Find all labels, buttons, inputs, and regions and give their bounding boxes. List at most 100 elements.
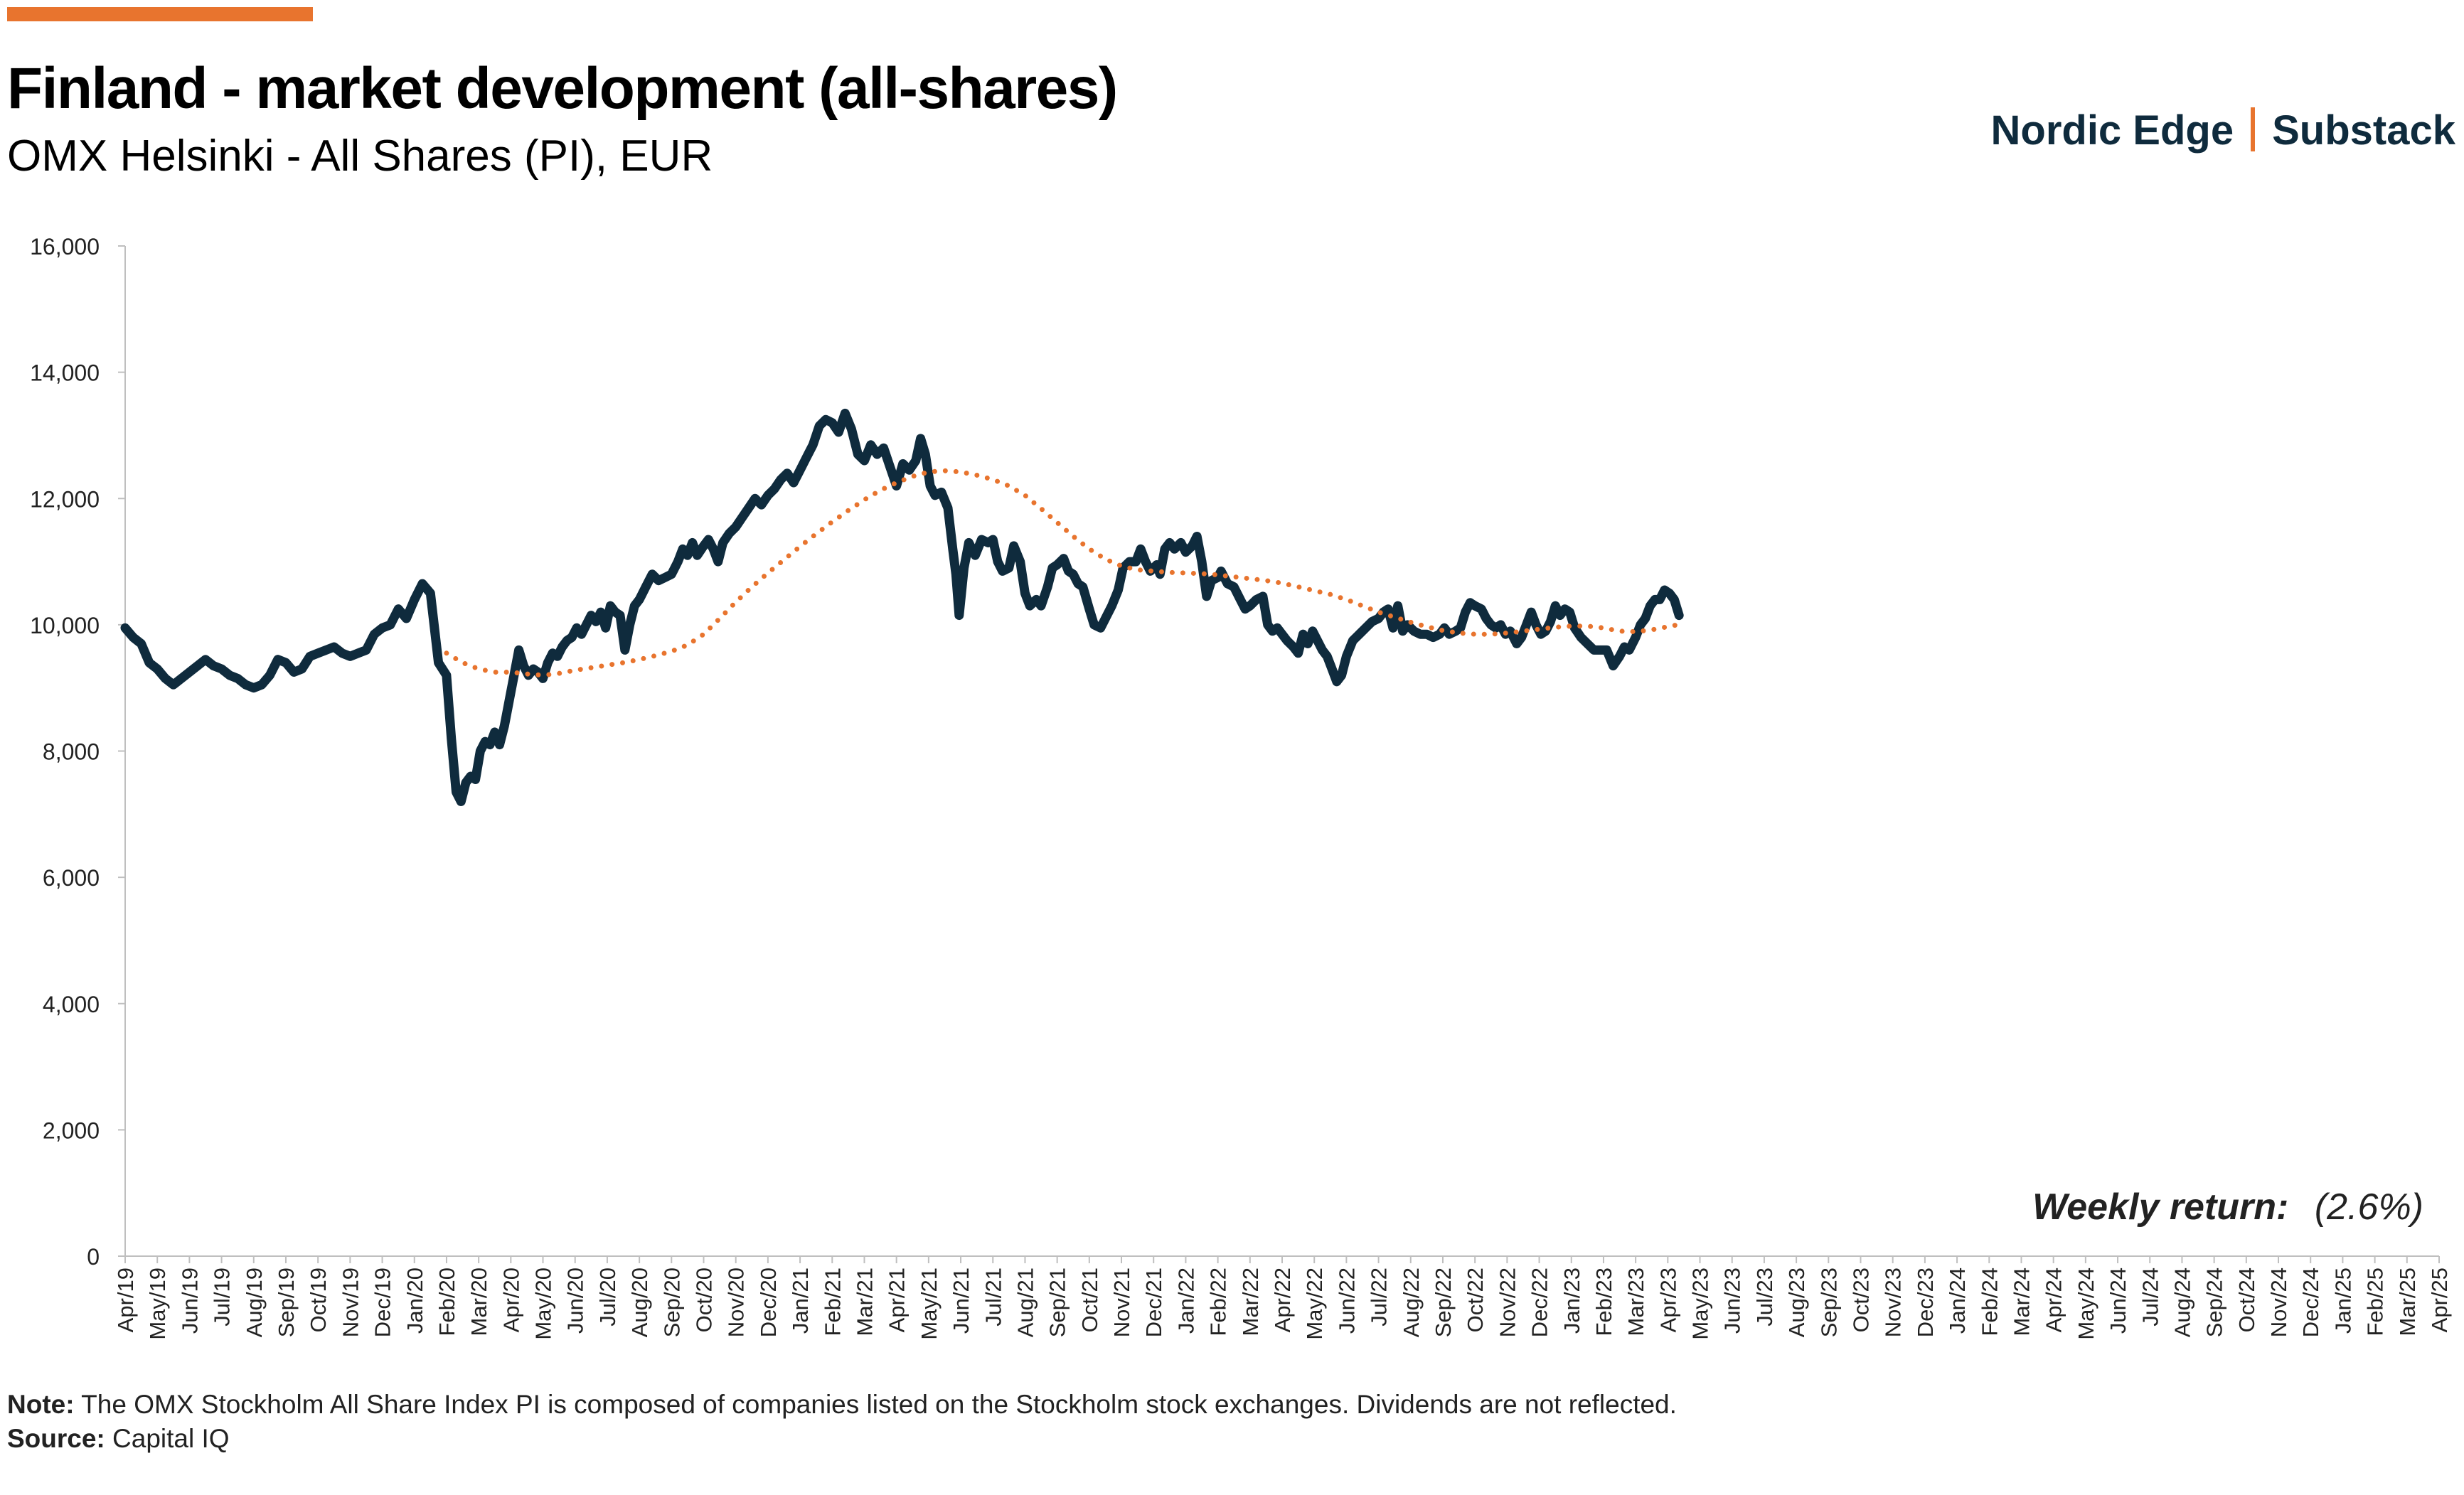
weekly-return-label: Weekly return: [2032, 1186, 2288, 1228]
brand-platform: Substack [2272, 107, 2455, 154]
x-tick-label: Apr/20 [498, 1268, 523, 1332]
y-tick-label: 8,000 [43, 739, 100, 765]
x-tick-label: Oct/24 [2234, 1268, 2259, 1332]
y-tick-label: 6,000 [43, 865, 100, 891]
x-tick-label: Jun/23 [1720, 1268, 1745, 1334]
x-tick-label: Apr/19 [113, 1268, 138, 1332]
x-tick-label: Mar/22 [1238, 1268, 1263, 1336]
x-tick-label: Apr/23 [1655, 1268, 1680, 1332]
x-tick-label: Sep/22 [1431, 1268, 1456, 1337]
x-tick-label: Nov/23 [1881, 1268, 1906, 1337]
x-tick-label: Feb/21 [820, 1268, 845, 1336]
x-tick-label: Nov/19 [338, 1268, 363, 1337]
x-tick-label: Jul/21 [981, 1268, 1006, 1327]
source-text: Capital IQ [112, 1424, 230, 1453]
x-tick-label: Jul/19 [210, 1268, 235, 1327]
x-tick-label: Jan/23 [1559, 1268, 1584, 1334]
x-tick-label: Aug/22 [1399, 1268, 1424, 1337]
x-tick-label: May/23 [1688, 1268, 1713, 1340]
x-tick-label: Mar/20 [466, 1268, 491, 1336]
x-tick-label: Oct/21 [1077, 1268, 1102, 1332]
note-label: Note: [7, 1390, 75, 1419]
x-tick-label: May/19 [145, 1268, 170, 1340]
x-tick-label: Jun/20 [563, 1268, 588, 1334]
x-tick-label: Jul/24 [2138, 1268, 2162, 1327]
x-tick-label: Apr/24 [2042, 1268, 2066, 1332]
y-axis: 0 2,000 4,000 6,000 8,000 10,000 12,000 14,000 1… [30, 234, 126, 1270]
x-tick-label: Oct/23 [1849, 1268, 1874, 1332]
x-tick-label: Aug/20 [627, 1268, 652, 1337]
x-tick-label: Jan/25 [2330, 1268, 2355, 1334]
y-tick-label: 10,000 [30, 613, 100, 638]
x-tick-label: Jun/24 [2106, 1268, 2130, 1334]
x-tick-label: Oct/19 [306, 1268, 331, 1332]
x-tick-label: Dec/22 [1527, 1268, 1552, 1337]
x-tick-label: Apr/25 [2427, 1268, 2452, 1332]
x-tick-label: Dec/19 [370, 1268, 395, 1337]
x-tick-label: May/24 [2074, 1268, 2098, 1340]
x-tick-label: Oct/20 [692, 1268, 717, 1332]
x-tick-label: Jan/21 [788, 1268, 813, 1334]
x-tick-label: Apr/21 [885, 1268, 910, 1332]
x-tick-label: Feb/24 [1977, 1268, 2002, 1336]
x-tick-label: Jan/22 [1173, 1268, 1198, 1334]
trend-line-dotted [444, 468, 1680, 678]
source-line: Source: Capital IQ [7, 1424, 230, 1454]
x-tick-label: Nov/20 [724, 1268, 749, 1337]
x-tick-label: Nov/22 [1495, 1268, 1520, 1337]
x-tick-label: Apr/22 [1270, 1268, 1295, 1332]
y-tick-label: 12,000 [30, 486, 100, 512]
x-tick-label: Sep/24 [2202, 1268, 2227, 1337]
y-tick-label: 0 [87, 1244, 100, 1270]
x-tick-label: Feb/23 [1591, 1268, 1616, 1336]
x-tick-label: Sep/21 [1045, 1268, 1070, 1337]
weekly-return-value: (2.6%) [2315, 1186, 2423, 1228]
brand-name: Nordic Edge [1990, 107, 2234, 154]
x-tick-label: Nov/21 [1109, 1268, 1134, 1337]
x-axis: Apr/19 May/19 Jun/19 Jul/19 Aug/19 Sep/19 Oct/… [113, 1255, 2452, 1340]
x-tick-label: Dec/24 [2298, 1268, 2323, 1337]
x-tick-label: Mar/24 [2009, 1268, 2034, 1336]
x-tick-label: May/21 [917, 1268, 942, 1340]
y-tick-label: 14,000 [30, 360, 100, 386]
chart-subtitle: OMX Helsinki - All Shares (PI), EUR [7, 132, 713, 181]
x-tick-label: Aug/23 [1784, 1268, 1809, 1337]
x-tick-label: Feb/25 [2363, 1268, 2388, 1336]
x-tick-label: Dec/20 [756, 1268, 781, 1337]
x-tick-label: Aug/21 [1013, 1268, 1038, 1337]
index-line [120, 408, 1684, 806]
x-tick-label: Sep/20 [659, 1268, 684, 1337]
x-tick-label: Jan/24 [1945, 1268, 1970, 1334]
x-tick-label: Sep/23 [1816, 1268, 1841, 1337]
x-tick-label: May/20 [531, 1268, 556, 1340]
x-tick-label: Mar/21 [852, 1268, 877, 1336]
chart-title: Finland - market development (all-shares… [7, 56, 1118, 121]
x-tick-label: Nov/24 [2266, 1268, 2291, 1337]
brand-logo: Nordic Edge Substack [1990, 107, 2455, 154]
x-tick-label: Mar/23 [1623, 1268, 1648, 1336]
x-tick-label: Dec/23 [1913, 1268, 1938, 1337]
x-tick-label: Aug/24 [2170, 1268, 2194, 1337]
x-tick-label: Mar/25 [2395, 1268, 2420, 1336]
x-tick-label: Jan/20 [402, 1268, 427, 1334]
x-tick-label: Jul/22 [1367, 1268, 1392, 1327]
x-tick-label: Jul/20 [595, 1268, 620, 1327]
accent-bar [7, 7, 313, 21]
x-tick-label: Oct/22 [1463, 1268, 1488, 1332]
x-tick-label: Jun/21 [949, 1268, 974, 1334]
note-text: The OMX Stockholm All Share Index PI is … [81, 1390, 1677, 1419]
y-tick-label: 16,000 [30, 234, 100, 259]
x-tick-label: Feb/20 [434, 1268, 459, 1336]
weekly-return-annotation: Weekly return: (2.6%) [2032, 1186, 2423, 1228]
x-tick-label: Aug/19 [242, 1268, 267, 1337]
footnote: Note: The OMX Stockholm All Share Index … [7, 1390, 1677, 1420]
x-tick-label: Jun/22 [1334, 1268, 1359, 1334]
y-tick-label: 2,000 [43, 1118, 100, 1143]
line-chart: 0 2,000 4,000 6,000 8,000 10,000 12,000 14,000 1… [30, 234, 2452, 1340]
x-tick-label: Feb/22 [1206, 1268, 1231, 1336]
y-tick-label: 4,000 [43, 992, 100, 1017]
x-tick-label: Jun/19 [177, 1268, 202, 1334]
x-tick-label: May/22 [1302, 1268, 1327, 1340]
x-tick-label: Sep/19 [274, 1268, 299, 1337]
source-label: Source: [7, 1424, 105, 1453]
